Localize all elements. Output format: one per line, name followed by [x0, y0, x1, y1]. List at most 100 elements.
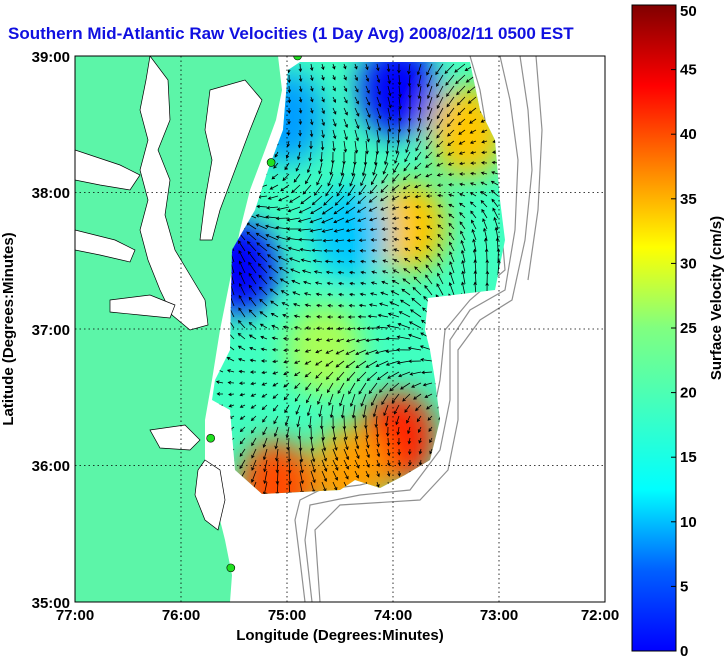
- velocity-vector: [365, 338, 378, 343]
- velocity-vector: [343, 426, 348, 441]
- radar-station-marker: [226, 563, 236, 573]
- velocity-vector: [239, 271, 246, 285]
- colorbar-gradient-bar: [631, 4, 677, 652]
- velocity-vector: [326, 315, 333, 319]
- velocity-vector: [267, 265, 279, 274]
- velocity-vector: [460, 230, 466, 241]
- velocity-vector: [295, 404, 301, 415]
- velocity-vector: [416, 63, 422, 76]
- velocity-vector: [321, 129, 325, 139]
- velocity-vector: [321, 459, 328, 473]
- velocity-vector: [299, 247, 312, 252]
- velocity-vector: [248, 334, 257, 340]
- velocity-vector: [321, 85, 325, 92]
- velocity-vector: [329, 404, 334, 419]
- velocity-vector: [436, 151, 444, 157]
- velocity-vector: [391, 280, 400, 285]
- velocity-vector: [309, 141, 313, 150]
- velocity-vector: [325, 184, 334, 197]
- velocity-vector: [402, 184, 411, 190]
- velocity-vector: [248, 272, 257, 285]
- velocity-vector: [298, 237, 312, 242]
- velocity-vector: [294, 382, 301, 390]
- velocity-vector: [418, 448, 423, 455]
- colorbar-tick-label: 5: [680, 578, 688, 595]
- velocity-vector: [406, 415, 411, 424]
- velocity-vector: [258, 274, 268, 285]
- velocity-vector: [437, 214, 444, 219]
- velocity-vector: [398, 107, 402, 122]
- velocity-vector: [318, 162, 323, 175]
- velocity-vector: [262, 437, 268, 448]
- velocity-vector: [437, 262, 444, 274]
- y-tick-label: 39:00: [32, 49, 70, 66]
- velocity-vector: [287, 96, 292, 104]
- velocity-vector: [311, 195, 323, 206]
- velocity-vector: [374, 349, 389, 355]
- velocity-vector: [332, 96, 337, 103]
- velocity-vector: [417, 85, 422, 100]
- velocity-vector: [313, 270, 323, 274]
- velocity-vector: [398, 85, 402, 98]
- velocity-vector: [280, 184, 290, 192]
- velocity-vector: [414, 205, 422, 209]
- velocity-vector: [386, 437, 391, 447]
- velocity-vector: [375, 140, 380, 155]
- velocity-vector: [355, 349, 367, 355]
- velocity-vector: [421, 370, 433, 375]
- velocity-vector: [248, 321, 257, 329]
- velocity-vector: [376, 437, 380, 448]
- velocity-vector: [339, 393, 345, 407]
- velocity-vector: [470, 210, 477, 219]
- x-tick-label: 77:00: [56, 607, 94, 624]
- velocity-vector: [369, 184, 378, 195]
- velocity-vector: [365, 140, 369, 155]
- velocity-vector: [412, 286, 422, 296]
- velocity-vector: [293, 173, 301, 183]
- velocity-vector: [324, 259, 334, 264]
- velocity-vector: [354, 85, 359, 93]
- velocity-vector: [491, 171, 499, 175]
- velocity-vector: [428, 426, 433, 432]
- velocity-vector: [332, 107, 337, 115]
- velocity-vector: [265, 215, 279, 219]
- velocity-vector: [305, 326, 311, 330]
- velocity-vector: [437, 193, 444, 198]
- velocity-vector: [261, 393, 268, 398]
- velocity-vector: [294, 393, 301, 402]
- velocity-vector: [404, 404, 411, 413]
- velocity-vector: [376, 371, 389, 381]
- velocity-vector: [345, 338, 356, 343]
- velocity-vector: [238, 381, 246, 385]
- velocity-vector: [374, 415, 379, 428]
- velocity-vector: [298, 107, 303, 114]
- velocity-vector: [380, 184, 389, 193]
- velocity-vector: [404, 226, 411, 231]
- velocity-vector: [397, 322, 411, 329]
- velocity-vector: [257, 263, 268, 274]
- velocity-vector: [391, 195, 400, 200]
- velocity-vector: [407, 448, 412, 456]
- velocity-vector: [365, 470, 370, 478]
- velocity-vector: [298, 96, 303, 103]
- velocity-vector: [470, 161, 477, 165]
- velocity-vector: [290, 268, 301, 274]
- velocity-vector: [238, 250, 246, 263]
- velocity-vector: [425, 151, 433, 159]
- velocity-vector: [343, 74, 347, 81]
- velocity-vector: [327, 303, 334, 308]
- velocity-vector: [480, 199, 488, 208]
- velocity-vector: [321, 63, 325, 71]
- velocity-vector: [415, 246, 422, 252]
- velocity-vector: [272, 382, 279, 387]
- colorbar-tick-label: 15: [680, 449, 697, 466]
- velocity-vector: [382, 162, 389, 175]
- colorbar-tick-label: 35: [680, 191, 697, 208]
- velocity-vector: [354, 140, 359, 154]
- velocity-vector: [309, 228, 323, 233]
- velocity-vector: [448, 183, 455, 187]
- velocity-vector: [261, 382, 268, 386]
- velocity-vector: [343, 129, 348, 141]
- velocity-vector: [448, 203, 455, 208]
- velocity-vector: [398, 311, 411, 318]
